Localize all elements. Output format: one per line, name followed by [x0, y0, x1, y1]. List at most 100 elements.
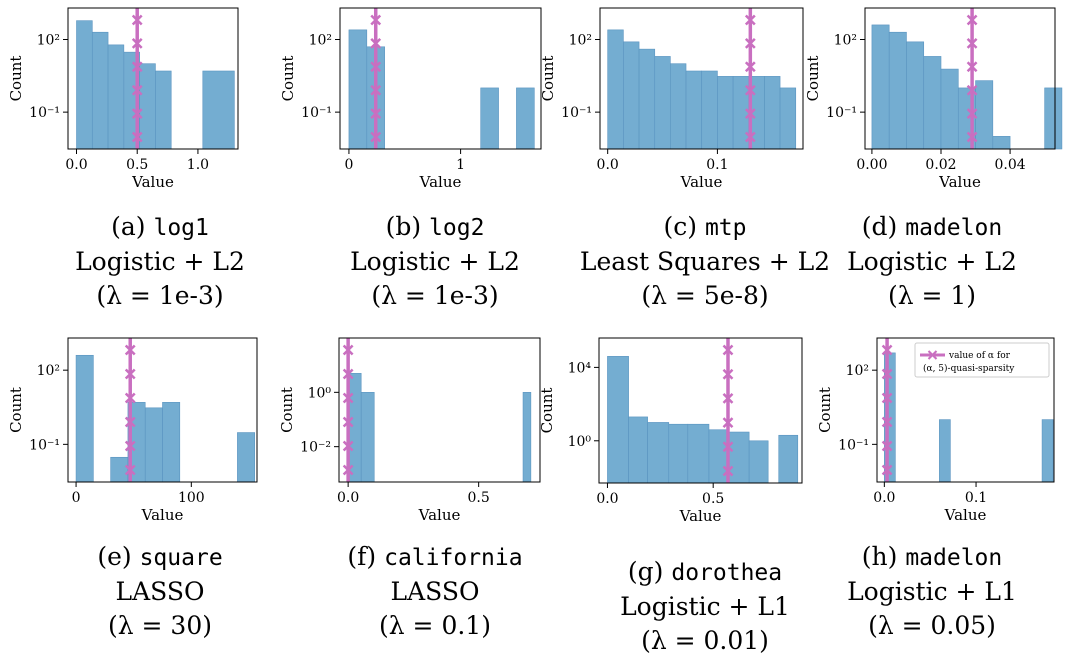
y-tick-label: 10⁰: [568, 434, 592, 450]
x-axis-label: Value: [418, 506, 461, 524]
legend-label: value of α for: [948, 351, 1011, 361]
marker-cross: [370, 38, 382, 49]
caption-title: (d) madelon: [802, 210, 1062, 245]
x-tick-label: 0.5: [468, 490, 490, 506]
y-tick-label: 10⁰: [308, 385, 332, 401]
marker-cross: [124, 344, 136, 356]
x-tick-label: 0: [72, 490, 81, 506]
marker-cross: [342, 368, 354, 380]
marker-cross: [370, 131, 382, 143]
dataset-name: log2: [429, 215, 485, 241]
x-axis-label: Value: [680, 173, 723, 191]
caption-regularization: (λ = 1e-3): [96, 281, 224, 310]
marker-cross: [744, 14, 756, 26]
x-tick-label: 0.04: [995, 157, 1026, 173]
histogram-bar: [202, 70, 235, 150]
marker-cross: [881, 440, 893, 452]
marker-cross: [124, 368, 136, 380]
caption-model: LASSO: [390, 577, 480, 606]
x-tick-label: 0.0: [337, 490, 359, 506]
caption-model: Logistic + L1: [620, 592, 790, 621]
x-tick-label: 100: [178, 490, 205, 506]
x-axis-label: Value: [419, 173, 462, 191]
marker-cross: [131, 84, 143, 96]
histogram-bar: [1041, 419, 1054, 483]
quasi-sparsity-marker: [124, 338, 136, 482]
marker-cross: [881, 464, 893, 476]
x-tick-label: 0.5: [702, 491, 724, 507]
histogram-bar: [939, 419, 951, 483]
axes-frame: [67, 7, 239, 150]
y-axis-label: Count: [539, 56, 557, 102]
legend-box: [914, 342, 1050, 378]
dataset-name: madelon: [905, 215, 1003, 241]
x-tick-label: 0.0: [596, 491, 618, 507]
subfigure-caption: (d) madelon Logistic + L2 (λ = 1): [802, 210, 1062, 313]
subfigure-caption: (e) square LASSO (λ = 30): [30, 540, 290, 643]
marker-cross: [131, 108, 143, 119]
caption-title: (b) log2: [305, 210, 565, 245]
x-tick-label: 1.0: [187, 157, 209, 173]
marker-cross: [881, 368, 893, 380]
x-tick-label: 1: [456, 157, 465, 173]
x-tick-label: 0.02: [925, 157, 956, 173]
axes-frame: [339, 7, 542, 150]
caption-model: Logistic + L2: [847, 247, 1017, 276]
x-tick-label: 0.1: [706, 157, 728, 173]
caption-regularization: (λ = 0.01): [641, 626, 769, 655]
subfigure-caption: (a) log1 Logistic + L2 (λ = 1e-3): [30, 210, 290, 313]
axes-frame: [338, 337, 541, 483]
y-tick-label: 10⁻¹: [561, 105, 592, 121]
x-tick-label: 0.0: [65, 157, 87, 173]
caption-regularization: (λ = 0.05): [868, 611, 996, 640]
caption-model: Least Squares + L2: [579, 247, 831, 276]
marker-cross: [124, 392, 136, 404]
marker-cross: [966, 131, 978, 143]
caption-model: Logistic + L2: [75, 247, 245, 276]
caption-tag: (f): [347, 542, 385, 571]
x-axis-label: Value: [141, 506, 184, 524]
legend-label: (α, 5)-quasi-sparsity: [923, 363, 1015, 374]
marker-cross: [131, 131, 143, 143]
quasi-sparsity-marker: [342, 338, 354, 482]
y-tick-label: 10²: [37, 363, 60, 379]
x-tick-label: 0.00: [856, 157, 887, 173]
caption-tag: (g): [627, 557, 672, 586]
caption-regularization: (λ = 5e-8): [641, 281, 769, 310]
x-axis-label: Value: [131, 173, 174, 191]
marker-cross: [342, 440, 354, 452]
caption-title: (e) square: [30, 540, 290, 575]
marker-cross: [722, 441, 734, 453]
caption-title: (a) log1: [30, 210, 290, 245]
marker-cross: [966, 108, 978, 119]
x-axis-label: Value: [679, 507, 722, 525]
marker-cross: [342, 416, 354, 428]
caption-model: Logistic + L1: [847, 577, 1017, 606]
y-axis-label: Count: [7, 387, 25, 433]
x-axis-label: Value: [944, 506, 987, 524]
caption-title: (f) california: [305, 540, 565, 575]
marker-cross: [124, 464, 136, 476]
dataset-name: mtp: [704, 215, 747, 241]
marker-cross: [966, 61, 978, 73]
quasi-sparsity-marker: [744, 8, 756, 149]
caption-tag: (d): [861, 212, 906, 241]
quasi-sparsity-marker: [881, 338, 893, 482]
legend: value of α for (α, 5)-quasi-sparsity: [914, 342, 1050, 378]
caption-title: (c) mtp: [575, 210, 835, 245]
caption-tag: (c): [663, 212, 705, 241]
marker-cross: [131, 38, 143, 49]
marker-cross: [744, 61, 756, 73]
dataset-name: california: [384, 545, 523, 571]
y-axis-label: Count: [816, 387, 834, 433]
bars-group: [348, 29, 535, 150]
dataset-name: dorothea: [671, 560, 783, 586]
y-axis-label: Count: [279, 56, 297, 102]
marker-cross: [342, 392, 354, 404]
marker-cross: [744, 108, 756, 119]
caption-tag: (e): [97, 542, 140, 571]
